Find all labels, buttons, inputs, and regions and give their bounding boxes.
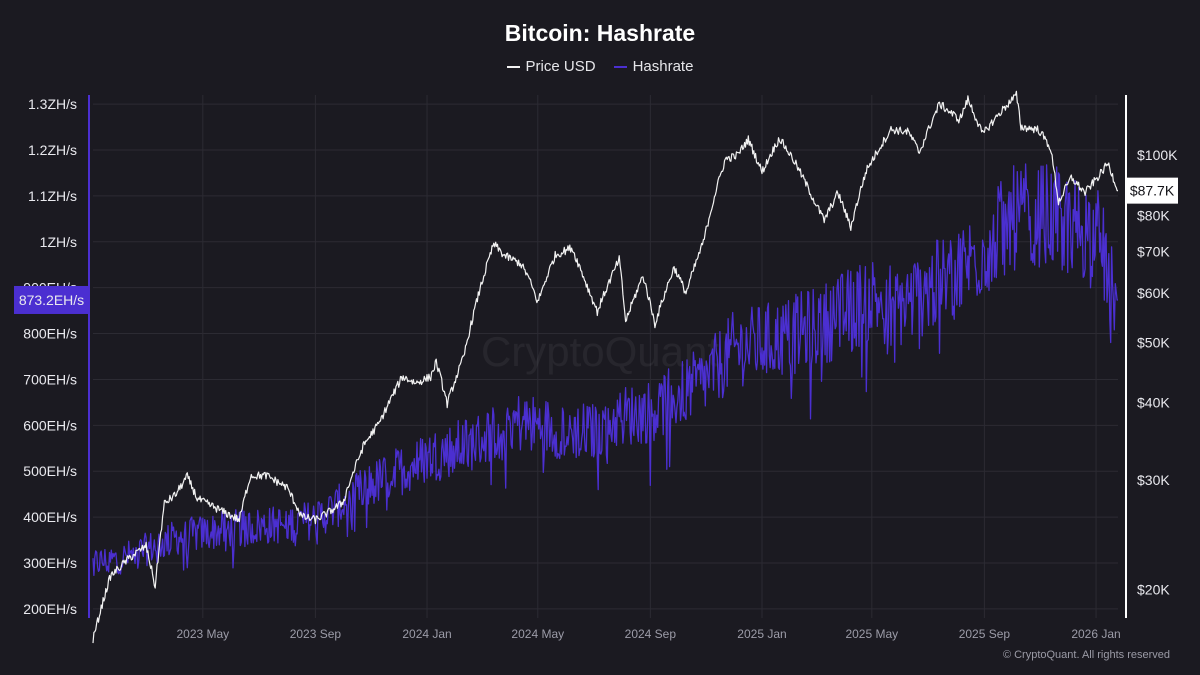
right-tick-label: $20K: [1137, 582, 1170, 598]
left-tick-label: 1.2ZH/s: [28, 142, 77, 158]
right-tick-label: $60K: [1137, 285, 1170, 301]
left-tick-label: 400EH/s: [23, 509, 77, 525]
legend-label-price: Price USD: [525, 58, 596, 75]
price-current-label: $87.7K: [1130, 183, 1175, 199]
price-current-badge: [1126, 177, 1178, 204]
hashrate-series: [92, 163, 1118, 576]
left-tick-label: 600EH/s: [23, 417, 77, 433]
legend-item-price[interactable]: Price USD: [506, 58, 596, 75]
hashrate-current-badge: [14, 285, 89, 314]
left-axis-ticks: 200EH/s 300EH/s 400EH/s 500EH/s 600EH/s 700EH…: [23, 96, 77, 617]
left-tick-label: 200EH/s: [23, 601, 77, 617]
left-tick-label: 1.3ZH/s: [28, 96, 77, 112]
left-tick-label: 300EH/s: [23, 555, 77, 571]
chart-title: Bitcoin: Hashrate: [504, 20, 696, 46]
left-tick-label: 1ZH/s: [40, 234, 77, 250]
copyright-text: © CryptoQuant. All rights reserved: [1002, 649, 1170, 661]
legend-swatch-price: [506, 65, 520, 68]
price-series: [92, 90, 1118, 644]
legend-item-hashrate[interactable]: Hashrate: [613, 58, 694, 75]
left-tick-label: 800EH/s: [23, 326, 77, 342]
x-tick-label: 2026 Jan: [1071, 627, 1120, 641]
left-tick-label: 700EH/s: [23, 371, 77, 387]
x-tick-label: 2024 Jan: [402, 627, 451, 641]
right-tick-label: $100K: [1137, 147, 1178, 163]
left-tick-label: 1.1ZH/s: [28, 188, 77, 204]
right-axis-ticks: $20K $30K $40K $50K $60K $70K $80K $100K: [1137, 147, 1178, 597]
price-line: [92, 90, 1118, 644]
legend-label-hashrate: Hashrate: [632, 58, 694, 75]
x-tick-label: 2025 Jan: [737, 627, 786, 641]
right-tick-label: $40K: [1137, 395, 1170, 411]
x-axis-ticks: 2023 May 2023 Sep 2024 Jan 2024 May 2024 Sep…: [176, 627, 1120, 641]
left-tick-label: 500EH/s: [23, 463, 77, 479]
current-value-badges: 873.2EH/s $87.7K: [14, 177, 1178, 314]
hashrate-line: [92, 163, 1118, 576]
x-tick-label: 2024 May: [511, 627, 564, 641]
watermark-text: CryptoQuant: [481, 328, 719, 375]
x-tick-label: 2024 Sep: [625, 627, 677, 641]
x-tick-label: 2023 May: [176, 627, 229, 641]
x-tick-label: 2023 Sep: [290, 627, 342, 641]
hashrate-current-label: 873.2EH/s: [19, 292, 84, 308]
right-tick-label: $70K: [1137, 243, 1170, 259]
legend: Price USD Hashrate: [0, 58, 1200, 75]
right-tick-label: $30K: [1137, 472, 1170, 488]
right-tick-label: $50K: [1137, 334, 1170, 350]
right-tick-label: $80K: [1137, 207, 1170, 223]
legend-swatch-hashrate: [613, 65, 627, 68]
x-tick-label: 2025 Sep: [959, 627, 1011, 641]
x-tick-label: 2025 May: [845, 627, 898, 641]
